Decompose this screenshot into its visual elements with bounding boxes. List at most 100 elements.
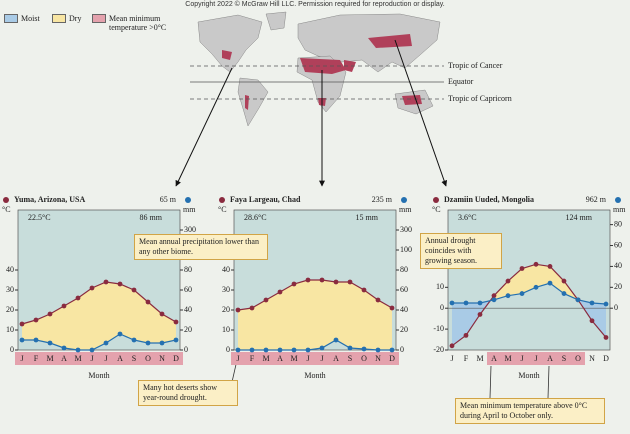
temperature-point <box>603 335 609 340</box>
precipitation-point <box>131 337 137 343</box>
plot-frame <box>233 209 397 351</box>
frost-free-month <box>501 352 515 365</box>
frost-free-month <box>85 352 99 365</box>
copyright: Copyright 2022 © McGraw Hill LLC. Permis… <box>185 1 445 8</box>
temperature-point <box>277 289 283 295</box>
x-tick-label: N <box>159 354 165 363</box>
annual-precipitation: 124 mm <box>566 213 593 222</box>
x-tick-label: J <box>306 354 309 363</box>
frost-free-month <box>273 352 287 365</box>
elevation: 962 m <box>586 195 607 204</box>
x-tick-label: A <box>491 354 497 363</box>
precipitation-point <box>375 347 381 353</box>
x-tick-label: M <box>262 354 269 363</box>
series-line <box>451 263 607 347</box>
temperature-point <box>145 299 151 305</box>
legend-swatch <box>52 14 66 23</box>
frost-free-month <box>141 352 155 365</box>
y2-tick-label: 300 <box>400 225 412 234</box>
y-tick-label: 40 <box>6 265 14 274</box>
legend-item: Mean minimum temperature >0°C <box>92 14 182 32</box>
x-tick-label: S <box>132 354 136 363</box>
x-tick-label: J <box>236 354 239 363</box>
legend-dot <box>401 197 407 203</box>
y-tick-label: 0 <box>10 345 14 354</box>
x-tick-label: D <box>389 354 395 363</box>
precipitation-point <box>277 347 283 353</box>
y2-tick-label: 20 <box>400 325 408 334</box>
frost-free-month <box>245 352 259 365</box>
y2-tick-label: 100 <box>400 245 412 254</box>
elevation: 65 m <box>160 195 177 204</box>
legend-label: Mean minimum temperature >0°C <box>109 14 167 32</box>
precipitation-point <box>477 300 483 306</box>
y-unit: °C <box>2 205 11 214</box>
x-tick-label: F <box>250 354 255 363</box>
temperature-point <box>389 305 395 311</box>
map-label: Equator <box>448 77 474 86</box>
temperature-point <box>89 285 95 291</box>
x-tick-label: F <box>34 354 39 363</box>
annual-precipitation: 86 mm <box>140 213 163 222</box>
y-tick-label: 10 <box>222 325 230 334</box>
x-axis-label: Month <box>304 371 325 380</box>
y2-tick-label: 60 <box>184 285 192 294</box>
x-tick-label: M <box>46 354 53 363</box>
temperature-point <box>19 321 25 327</box>
x-tick-label: A <box>277 354 283 363</box>
y-tick-label: 30 <box>6 285 14 294</box>
legend-swatch <box>92 14 106 23</box>
mean-temperature: 3.6°C <box>458 213 477 222</box>
frost-free-month <box>487 352 501 365</box>
x-axis-label: Month <box>518 371 539 380</box>
precipitation-point <box>19 337 25 343</box>
chart-title: Dzamiin Uuded, Mongolia <box>444 195 534 204</box>
series-line <box>237 279 393 311</box>
y2-tick-label: 40 <box>400 305 408 314</box>
map-label: Tropic of Cancer <box>448 61 503 70</box>
x-tick-label: J <box>20 354 23 363</box>
temperature-point <box>173 319 179 325</box>
x-tick-label: M <box>476 354 483 363</box>
frost-free-month <box>259 352 273 365</box>
temperature-point <box>75 295 81 301</box>
y-tick-label: 20 <box>222 305 230 314</box>
y-tick-label: -10 <box>433 324 444 333</box>
temperature-point <box>347 279 353 285</box>
x-tick-label: A <box>61 354 67 363</box>
temperature-point <box>305 277 311 283</box>
y2-tick-label: 60 <box>614 240 622 249</box>
temperature-point <box>463 332 469 338</box>
x-tick-label: M <box>290 354 297 363</box>
frost-free-month <box>543 352 557 365</box>
precipitation-point <box>589 300 595 306</box>
y2-unit: mm <box>183 205 196 214</box>
x-tick-label: J <box>104 354 107 363</box>
temperature-point <box>533 261 539 267</box>
temperature-point <box>319 277 325 283</box>
series-line <box>21 281 177 325</box>
x-tick-label: S <box>348 354 352 363</box>
x-tick-label: A <box>117 354 123 363</box>
x-tick-label: A <box>547 354 553 363</box>
precipitation-point <box>61 345 67 351</box>
temperature-point <box>547 264 553 269</box>
dry-area <box>238 280 392 350</box>
x-axis-label: Month <box>88 371 109 380</box>
x-tick-label: O <box>145 354 151 363</box>
legend-label: Moist <box>21 14 40 23</box>
precipitation-point <box>505 293 511 299</box>
x-tick-label: J <box>520 354 523 363</box>
frost-free-month <box>155 352 169 365</box>
latitude-lines <box>190 65 444 100</box>
temperature-point <box>361 287 367 293</box>
temperature-point <box>375 297 381 303</box>
precipitation-point <box>575 297 581 303</box>
annotation: Many hot deserts show year-round drought… <box>138 380 238 406</box>
precipitation-point <box>463 300 469 306</box>
y-tick-label: 0 <box>440 303 444 312</box>
temperature-point <box>589 318 595 324</box>
frost-free-month <box>357 352 371 365</box>
precipitation-point <box>291 347 297 353</box>
